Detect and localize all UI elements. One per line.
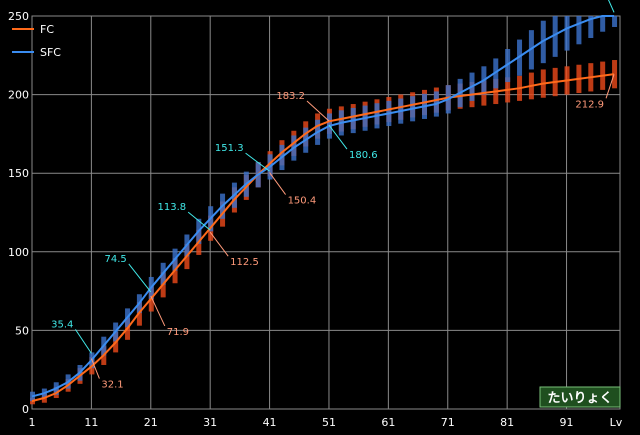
annotation-leader-sfc <box>128 263 152 293</box>
annotations: 32.1 71.9 112.5 150.4 183.2 212.9 35.4 74.5 113.… <box>51 0 615 391</box>
x-tick-label: 1 <box>29 416 36 429</box>
annotation-leader-fc <box>269 172 286 195</box>
series-lines <box>31 15 615 403</box>
x-tick-label: 31 <box>203 416 217 429</box>
x-tick-label: 71 <box>441 416 455 429</box>
band-bar-sfc <box>600 16 606 32</box>
band-bar-sfc <box>588 16 594 39</box>
annotation-leader-sfc <box>328 124 348 150</box>
series-line-fc <box>31 73 615 403</box>
annotation-label-fc: 150.4 <box>288 196 317 207</box>
y-tick-label: 200 <box>8 89 29 102</box>
annotation-leader-fc <box>306 100 330 122</box>
annotation-leader-fc <box>90 358 100 379</box>
legend: FC SFC <box>12 23 61 59</box>
annotation-label-fc: 183.2 <box>276 91 305 102</box>
x-tick-label: 51 <box>322 416 336 429</box>
legend-label-sfc: SFC <box>40 46 61 59</box>
y-tick-label: 0 <box>22 403 29 416</box>
y-tick-label: 100 <box>8 246 29 259</box>
badge: たいりょく <box>539 386 621 408</box>
y-tick-label: 50 <box>15 324 29 337</box>
badge-background <box>539 386 621 408</box>
annotation-label-sfc: 180.6 <box>349 150 378 161</box>
legend-label-fc: FC <box>40 23 54 36</box>
series-line-sfc <box>31 15 615 398</box>
annotation-leader-fc <box>150 295 166 327</box>
annotation-label-sfc: 74.5 <box>105 254 127 265</box>
annotation-label-sfc: 151.3 <box>215 143 244 154</box>
x-tick-label: 81 <box>500 416 514 429</box>
band-bar-sfc <box>552 16 558 57</box>
x-tick-label: 11 <box>84 416 98 429</box>
badge-label: たいりょく <box>547 391 612 406</box>
annotation-leader-sfc <box>187 211 211 231</box>
band-bar-sfc <box>612 16 618 28</box>
x-tick-label: 21 <box>144 416 158 429</box>
y-tick-label: 250 <box>8 10 29 23</box>
band-bar-fc <box>612 60 618 89</box>
annotation-label-fc: 112.5 <box>230 257 259 268</box>
annotation-label-fc: 212.9 <box>575 99 604 110</box>
x-tick-label: 61 <box>381 416 395 429</box>
annotation-leader-fc <box>605 74 615 99</box>
x-tick-label: 41 <box>263 416 277 429</box>
band-bar-sfc <box>564 16 570 51</box>
annotation-leader-fc <box>209 231 229 257</box>
annotation-label-sfc: 35.4 <box>51 319 73 330</box>
x-axis-label: Lv <box>610 416 623 429</box>
x-tick-label: 91 <box>560 416 574 429</box>
band-bar-sfc <box>576 16 582 45</box>
y-tick-label: 150 <box>8 167 29 180</box>
annotation-leader-sfc <box>608 0 615 13</box>
annotation-label-fc: 32.1 <box>101 380 123 391</box>
annotation-leader-sfc <box>245 152 270 172</box>
annotation-label-fc: 71.9 <box>167 327 189 338</box>
annotation-leader-sfc <box>74 329 92 354</box>
annotation-label-sfc: 113.8 <box>158 202 187 213</box>
